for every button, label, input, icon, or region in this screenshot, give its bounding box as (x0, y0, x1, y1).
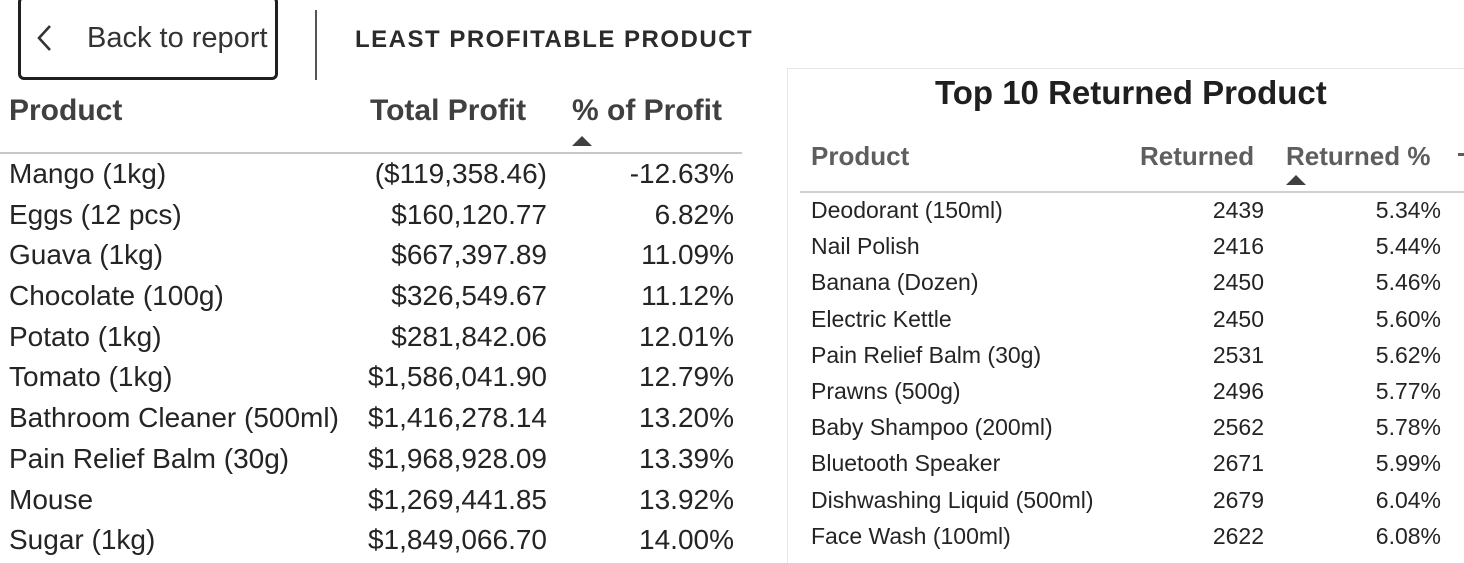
table-cell-returned-pct: 6.08% (1375, 522, 1441, 549)
table-cell-pct-profit: -12.63% (629, 158, 734, 189)
table-cell-pct-profit: 13.39% (639, 442, 734, 474)
back-button-label: Back to report (87, 21, 268, 54)
column-header-total-profit[interactable]: Total Profit (370, 94, 527, 127)
table-cell-pct-profit: 11.09% (641, 239, 734, 271)
returns-visual: Top 10 Returned Product Product Returned… (787, 68, 1464, 563)
column-header-returned-pct[interactable]: Returned % (1286, 141, 1431, 171)
table-row[interactable]: Potato (1kg) $281,842.06 12.01% (0, 317, 742, 358)
table-cell-total-profit: $1,269,441.85 (367, 483, 547, 515)
table-cell-returned-pct: 5.44% (1375, 233, 1441, 260)
table-cell-product: Tomato (1kg) (9, 361, 173, 393)
table-cell-pct-profit: 11.12% (641, 280, 734, 312)
table-cell-product: Mouse (9, 483, 94, 515)
column-header-pct-profit[interactable]: % of Profit (572, 94, 722, 127)
table-cell-product: Electric Kettle (811, 305, 952, 332)
table-cell-total-profit: $1,968,928.09 (367, 442, 547, 474)
table-cell-product: Potato (1kg) (9, 320, 162, 352)
column-header-product[interactable]: Product (811, 141, 910, 171)
table-cell-returned: 2496 (1212, 377, 1264, 404)
table-row[interactable]: Bathroom Cleaner (500ml) $1,416,278.14 13.… (0, 398, 742, 439)
table-cell-total-profit: $326,549.67 (391, 280, 547, 312)
table-cell-product: Face Wash (100ml) (811, 522, 1011, 549)
table-cell-returned-pct: 5.62% (1375, 341, 1441, 368)
sort-ascending-icon[interactable] (572, 136, 592, 146)
table-row[interactable]: Banana (Dozen) 2450 5.46% (788, 265, 1464, 301)
table-cell-total-profit: $160,120.77 (391, 198, 547, 230)
table-cell-total-profit: $1,586,041.90 (367, 361, 547, 393)
table-row[interactable]: Mango (1kg) ($119,358.46) -12.63% (0, 154, 742, 195)
table-cell-returned-pct: 5.78% (1375, 414, 1441, 441)
table-cell-product: Pain Relief Balm (30g) (9, 442, 290, 474)
table-cell-pct-profit: 14.00% (639, 524, 734, 556)
sort-ascending-icon[interactable] (1286, 175, 1306, 185)
table-cell-returned: 2416 (1212, 233, 1264, 260)
table-cell-product: Prawns (500g) (811, 377, 961, 404)
table-cell-returned: 2450 (1212, 269, 1264, 296)
table-cell-returned: 2671 (1212, 450, 1264, 477)
table-row[interactable]: Pain Relief Balm (30g) $1,968,928.09 13.39… (0, 439, 742, 480)
table-cell-product: Nail Polish (811, 233, 920, 260)
table-row[interactable]: Eggs (12 pcs) $160,120.77 6.82% (0, 195, 742, 236)
table-cell-returned: 2562 (1212, 414, 1264, 441)
table-cell-total-profit: $1,849,066.70 (367, 524, 547, 556)
visual-title: Top 10 Returned Product (935, 74, 1327, 111)
page-title: LEAST PROFITABLE PRODUCT (355, 26, 754, 53)
table-cell-total-profit: ($119,358.46) (374, 158, 547, 189)
table-row[interactable]: Sugar (1kg) $1,849,066.70 14.00% (0, 520, 742, 561)
table-cell-total-profit: $281,842.06 (391, 320, 547, 352)
table-cell-product: Chocolate (100g) (9, 280, 224, 312)
header-divider-line (0, 152, 742, 154)
table-cell-returned: 2439 (1212, 197, 1264, 223)
table-cell-pct-profit: 12.79% (639, 361, 734, 393)
table-row[interactable]: Baby Shampoo (200ml) 2562 5.78% (788, 410, 1464, 446)
table-cell-product: Bathroom Cleaner (500ml) (9, 402, 339, 434)
table-row[interactable]: Bluetooth Speaker 2671 5.99% (788, 446, 1464, 482)
table-row[interactable]: Electric Kettle 2450 5.60% (788, 302, 1464, 338)
table-cell-pct-profit: 6.82% (654, 198, 734, 230)
table-cell-product: Deodorant (150ml) (811, 197, 1003, 223)
table-cell-product: Baby Shampoo (200ml) (811, 414, 1053, 441)
table-cell-product: Dishwashing Liquid (500ml) (811, 486, 1094, 513)
table-cell-product: Guava (1kg) (9, 239, 164, 271)
header-divider-line (800, 191, 1464, 193)
header-divider (315, 10, 317, 80)
table-cell-pct-profit: 13.20% (639, 402, 734, 434)
table-cell-returned-pct: 5.60% (1375, 305, 1441, 332)
table-cell-product: Bluetooth Speaker (811, 450, 1001, 477)
table-cell-returned: 2450 (1212, 305, 1264, 332)
table-cell-product: Pain Relief Balm (30g) (811, 341, 1042, 368)
table-cell-total-profit: $667,397.89 (391, 239, 547, 271)
table-cell-product: Banana (Dozen) (811, 269, 979, 296)
table-row[interactable]: Tomato (1kg) $1,586,041.90 12.79% (0, 357, 742, 398)
table-row[interactable]: Mouse $1,269,441.85 13.92% (0, 480, 742, 521)
table-cell-pct-profit: 12.01% (639, 320, 734, 352)
table-cell-product: Eggs (12 pcs) (9, 198, 182, 230)
table-row[interactable]: Prawns (500g) 2496 5.77% (788, 374, 1464, 410)
table-row[interactable]: Guava (1kg) $667,397.89 11.09% (0, 235, 742, 276)
table-row[interactable]: Dishwashing Liquid (500ml) 2679 6.04% (788, 483, 1464, 519)
table-cell-returned-pct: 5.34% (1375, 197, 1441, 223)
table-cell-product: Sugar (1kg) (9, 524, 156, 556)
table-cell-returned-pct: 5.46% (1375, 269, 1441, 296)
column-header-returned[interactable]: Returned (1140, 141, 1255, 171)
table-cell-returned-pct: 6.04% (1375, 486, 1441, 513)
table-row[interactable]: Deodorant (150ml) 2439 5.34% (788, 193, 1464, 229)
table-cell-returned-pct: 5.77% (1375, 377, 1441, 404)
table-row[interactable]: Pain Relief Balm (30g) 2531 5.62% (788, 338, 1464, 374)
table-cell-returned: 2679 (1212, 486, 1264, 513)
column-header-product[interactable]: Product (9, 94, 123, 127)
table-cell-returned: 2531 (1212, 341, 1264, 368)
table-cell-returned: 2622 (1212, 522, 1264, 549)
table-row[interactable]: Face Wash (100ml) 2622 6.08% (788, 519, 1464, 555)
column-overflow-indicator (1458, 153, 1464, 156)
back-to-report-button[interactable]: Back to report (18, 0, 278, 80)
table-cell-returned-pct: 5.99% (1375, 450, 1441, 477)
chevron-left-icon (35, 20, 65, 56)
table-row[interactable]: Nail Polish 2416 5.44% (788, 229, 1464, 265)
table-cell-product: Mango (1kg) (9, 158, 167, 189)
table-row[interactable]: Chocolate (100g) $326,549.67 11.12% (0, 276, 742, 317)
table-cell-pct-profit: 13.92% (639, 483, 734, 515)
table-cell-total-profit: $1,416,278.14 (367, 402, 547, 434)
